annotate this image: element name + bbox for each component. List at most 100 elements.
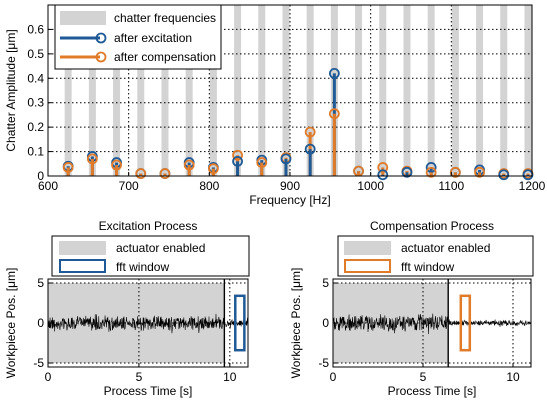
- p0-x-tick-label: 600: [38, 179, 58, 193]
- spectrum-legend: chatter frequencies after excitation aft…: [54, 4, 222, 70]
- p0-x-tick-label: 1200: [519, 179, 546, 193]
- compensation-marker: [111, 159, 122, 171]
- p0-y-tick-label: 0.5: [27, 47, 44, 61]
- chatter-frequencies-swatch: [60, 11, 106, 25]
- compensation-marker: [256, 157, 268, 168]
- chatter-frequency-band: [137, 5, 145, 176]
- p0-x-tick-label: 700: [119, 179, 139, 193]
- spectrum-chart: 600 700 800 900 1000 1100 1200 0 0.1 0.2 0.3 0.4 0.5…: [4, 4, 546, 207]
- compensation-grid: [333, 279, 531, 367]
- compensation-marker: [474, 166, 485, 178]
- excitation-marker: [425, 162, 437, 173]
- compensation-x-axis-label: Process Time [s]: [388, 384, 477, 398]
- spectrum-stems: [62, 68, 534, 181]
- spectrum-ticks: 600 700 800 900 1000 1100 1200 0 0.1 0.2 0.3 0.4 0.5…: [27, 22, 545, 193]
- compensation-marker: [62, 162, 74, 173]
- chatter-frequency-band: [427, 5, 435, 176]
- compensation-y-axis-label: Workpiece Pos. [μm]: [289, 268, 303, 379]
- chatter-frequency-band: [209, 5, 217, 176]
- excitation-marker: [377, 169, 389, 181]
- excitation-legend: actuator enabled fft window: [51, 235, 250, 277]
- p2-y-tick-label: -5: [318, 356, 329, 370]
- excitation-overlays: [223, 279, 246, 367]
- excitation-marker: [498, 169, 510, 181]
- compensation-marker: [135, 168, 147, 179]
- chatter-frequency-band: [161, 5, 169, 176]
- compensation-legend: actuator enabled fft window: [337, 235, 534, 277]
- p2-fft-window: [459, 294, 472, 352]
- chatter-frequency-bands: [64, 5, 532, 176]
- compensation-chart: Compensation Process 0 5 10-505 Process Ti…: [289, 219, 534, 398]
- p0-x-tick-label: 1000: [357, 179, 384, 193]
- excitation-fft-window-swatch: [59, 259, 106, 273]
- chatter-frequency-band: [500, 5, 508, 176]
- p0-y-tick-label: 0.1: [27, 145, 44, 159]
- p0-x-tick-label: 900: [280, 179, 300, 193]
- compensation-marker: [183, 159, 195, 171]
- compensation-ticks: 0 5 10-505: [318, 276, 520, 384]
- p1-x-tick-label: 5: [136, 370, 143, 384]
- p0-y-tick-label: 0: [37, 169, 44, 183]
- excitation-x-axis-label: Process Time [s]: [104, 384, 193, 398]
- p2-x-tick-label: 5: [420, 370, 427, 384]
- excitation-legend-actuator-enabled: actuator enabled: [116, 241, 205, 255]
- p1-y-tick-label: 5: [37, 276, 44, 290]
- compensation-actuator-enabled-swatch: [344, 241, 391, 255]
- compensation-legend-fft-window: fft window: [401, 260, 454, 274]
- excitation-marker: [401, 166, 413, 178]
- p0-y-tick-label: 0.2: [27, 120, 44, 134]
- p2-y-tick-label: 5: [322, 276, 329, 290]
- p0-x-tick-label: 800: [199, 179, 219, 193]
- p1-fft-window: [234, 294, 246, 352]
- excitation-chart: Excitation Process 0 5 10-505 Process Time…: [4, 219, 250, 398]
- legend-after-compensation: after compensation: [114, 50, 216, 64]
- compensation-title: Compensation Process: [370, 219, 494, 233]
- compensation-marker: [232, 149, 243, 161]
- compensation-marker: [86, 153, 98, 165]
- chatter-frequency-band: [234, 5, 242, 176]
- chatter-frequency-band: [282, 5, 290, 176]
- excitation-signal: [47, 313, 249, 334]
- compensation-fft-window-swatch: [344, 259, 391, 273]
- excitation-marker: [304, 143, 316, 155]
- p0-x-tick-label: 1100: [438, 179, 464, 193]
- excitation-title: Excitation Process: [99, 219, 198, 233]
- compensation-marker: [207, 163, 219, 175]
- p1-y-tick-label: -5: [33, 356, 44, 370]
- p2-y-tick-label: 0: [322, 316, 329, 330]
- chatter-frequency-band: [476, 5, 484, 176]
- chatter-frequency-band: [88, 5, 96, 176]
- legend-chatter-frequencies: chatter frequencies: [114, 11, 216, 25]
- after-excitation-swatch-marker: [95, 32, 107, 44]
- p0-y-tick-label: 0.4: [27, 71, 44, 85]
- p0-y-tick-label: 0.3: [27, 96, 44, 110]
- excitation-marker: [232, 155, 243, 167]
- excitation-actuator-enabled-swatch: [59, 241, 106, 255]
- chatter-frequency-band: [524, 5, 532, 176]
- compensation-overlays: [447, 279, 472, 367]
- excitation-legend-fft-window: fft window: [116, 260, 169, 274]
- spectrum-x-axis-label: Frequency [Hz]: [249, 193, 330, 207]
- chatter-frequency-band: [451, 5, 459, 176]
- p1-x-tick-label: 0: [45, 370, 52, 384]
- p1-x-tick-label: 10: [223, 370, 237, 384]
- excitation-ticks: 0 5 10-505: [33, 276, 236, 384]
- legend-after-excitation: after excitation: [114, 31, 192, 45]
- excitation-marker: [328, 68, 340, 79]
- chatter-frequency-band: [379, 5, 387, 176]
- compensation-marker: [425, 166, 437, 178]
- spectrum-y-axis-label: Chatter Amplitude [μm]: [4, 29, 18, 151]
- after-compensation-swatch-marker: [95, 51, 107, 63]
- chatter-frequency-band: [258, 5, 266, 176]
- compensation-signal: [332, 313, 532, 335]
- excitation-marker: [280, 153, 292, 165]
- p2-x-tick-label: 0: [330, 370, 337, 384]
- chatter-frequency-band: [185, 5, 193, 176]
- chatter-frequency-band: [355, 5, 363, 176]
- compensation-marker: [377, 162, 389, 173]
- compensation-marker: [159, 168, 171, 179]
- chatter-frequency-band: [64, 5, 72, 176]
- excitation-y-axis-label: Workpiece Pos. [μm]: [4, 268, 18, 379]
- p0-y-tick-label: 0.6: [27, 22, 44, 36]
